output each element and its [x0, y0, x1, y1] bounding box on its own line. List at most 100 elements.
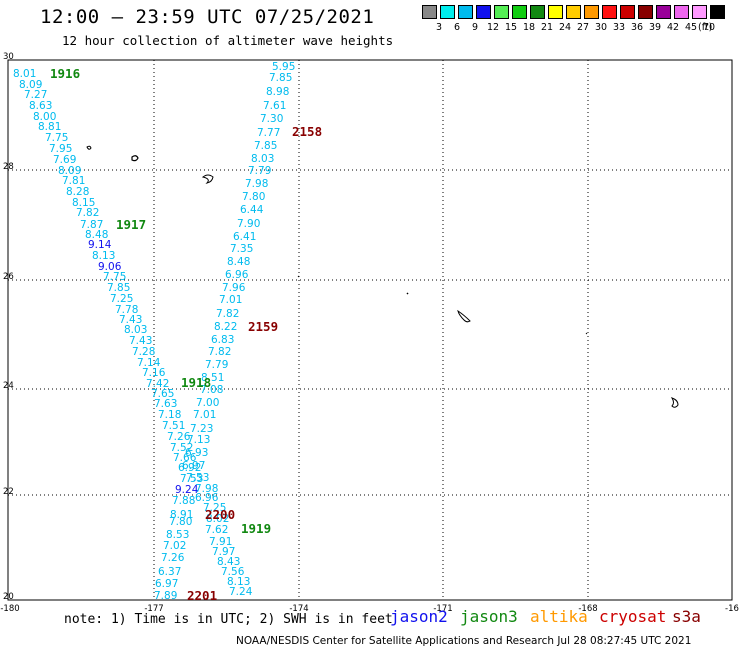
wave-height-value: 6.93 — [185, 447, 208, 459]
colorbar-label: 3 — [436, 22, 443, 33]
wave-height-value: 7.26 — [167, 431, 191, 443]
colorbar-label: 42 — [667, 22, 680, 33]
wave-height-value: 7.28 — [132, 346, 155, 358]
wave-height-value: 7.25 — [203, 502, 226, 514]
wave-height-value: 7.51 — [162, 420, 185, 432]
wave-height-value: 8.01 — [13, 68, 36, 80]
satellite-legend-item: s3a — [672, 607, 701, 626]
wave-height-value: 7.01 — [193, 409, 216, 421]
y-tick-label: 30 — [3, 52, 14, 62]
y-tick-label: 24 — [3, 381, 14, 391]
colorbar-swatch — [602, 5, 617, 19]
wave-height-value: 8.91 — [170, 509, 193, 521]
wave-height-value: 8.98 — [266, 86, 289, 98]
pass-time-label: 2201 — [187, 588, 217, 603]
time-labels: 1916 1917 1918 1919 2158 2159 2200 2201 — [50, 66, 322, 603]
colorbar-swatch — [476, 5, 491, 19]
wave-height-value: 7.43 — [129, 335, 152, 347]
wave-height-value: 7.82 — [76, 207, 99, 219]
map-grid — [7, 59, 733, 601]
island-outline — [131, 155, 139, 162]
wave-height-value: 7.13 — [187, 434, 210, 446]
wave-height-value: 7.27 — [24, 89, 47, 101]
wave-height-value: 8.22 — [214, 321, 237, 333]
colorbar-label: 45 — [685, 22, 698, 33]
wave-height-value: 7.30 — [260, 113, 283, 125]
wave-height-value: 8.81 — [38, 121, 61, 133]
colorbar-label: 6 — [454, 22, 461, 33]
colorbar-swatch — [494, 5, 509, 19]
page-subtitle: 12 hour collection of altimeter wave hei… — [62, 33, 394, 48]
island-outline — [86, 145, 92, 150]
wave-height-value: 7.80 — [242, 191, 265, 203]
wave-height-value: 7.26 — [161, 552, 185, 564]
wave-height-value: 7.53 — [180, 473, 203, 485]
colorbar-swatch — [422, 5, 437, 19]
y-axis-labels: 30 28 26 24 22 20 — [3, 52, 14, 602]
pass-time-label: 1917 — [116, 217, 146, 232]
wave-height-value: 8.02 — [206, 513, 229, 525]
wave-height-value: 8.51 — [201, 372, 224, 384]
wave-height-value: 7.82 — [208, 346, 231, 358]
wave-height-value: 7.35 — [230, 243, 253, 255]
colorbar-label: 9 — [472, 22, 479, 33]
wave-height-value: 7.24 — [229, 586, 253, 598]
y-tick-label: 22 — [3, 487, 14, 497]
wave-height-value: 8.13 — [227, 576, 250, 588]
satellite-legend-item: altika — [530, 607, 588, 626]
x-tick-label: -177 — [144, 604, 163, 614]
island-outline — [670, 397, 679, 408]
page-title: 12:00 — 23:59 UTC 07/25/2021 — [40, 6, 375, 28]
wave-height-value: 7.78 — [115, 304, 138, 316]
colorbar-swatch — [584, 5, 599, 19]
wave-height-value: 7.69 — [53, 154, 76, 166]
colorbar-label: 21 — [541, 22, 554, 33]
colorbar-swatch — [548, 5, 563, 19]
island-outline — [585, 332, 588, 335]
colorbar-swatch — [530, 5, 545, 19]
island-outline — [201, 174, 214, 184]
x-tick-label: -180 — [0, 604, 19, 614]
wave-height-value: 7.14 — [137, 357, 161, 369]
wave-height-value: 6.96 — [225, 269, 249, 281]
wave-height-value: 7.63 — [154, 398, 177, 410]
wave-height-value: 8.13 — [92, 250, 115, 262]
y-tick-label: 20 — [3, 592, 14, 602]
wave-height-value: 7.23 — [190, 423, 213, 435]
wave-height-value: 7.96 — [222, 282, 246, 294]
colorbar-swatch — [638, 5, 653, 19]
wave-height-value: 7.98 — [245, 178, 268, 190]
colorbar-swatch — [440, 5, 455, 19]
wave-height-value: 7.53 — [186, 472, 209, 484]
wave-height-value: 7.97 — [212, 546, 235, 558]
island-outline — [457, 309, 471, 323]
wave-height-value: 7.77 — [257, 127, 280, 139]
colorbar-label: 18 — [523, 22, 536, 33]
wave-height-value: 7.89 — [154, 590, 177, 602]
pass-time-label: 2158 — [292, 124, 322, 139]
wave-height-value: 7.62 — [205, 524, 228, 536]
colorbar-label: 12 — [487, 22, 500, 33]
wave-height-value: 8.03 — [124, 324, 147, 336]
wave-height-value: 7.02 — [163, 540, 186, 552]
island-outline — [406, 292, 409, 295]
wave-height-value: 8.48 — [85, 229, 108, 241]
colorbar-label: 27 — [577, 22, 590, 33]
pass-time-label: 1918 — [181, 375, 211, 390]
wave-height-value: 8.63 — [29, 100, 52, 112]
wave-height-value: 6.97 — [155, 578, 178, 590]
wave-height-value: 7.61 — [263, 100, 286, 112]
wave-height-value: 7.98 — [195, 483, 218, 495]
colorbar-label: 36 — [631, 22, 644, 33]
wave-height-value: 9.14 — [88, 239, 112, 251]
wave-height-value: 7.95 — [49, 143, 72, 155]
y-tick-label: 26 — [3, 272, 14, 282]
pass-time-label: 1919 — [241, 521, 271, 536]
wave-height-value: 7.80 — [169, 516, 192, 528]
wave-height-value: 9.24 — [175, 484, 199, 496]
x-tick-label: -168 — [578, 604, 597, 614]
wave-height-value: 7.75 — [103, 271, 126, 283]
credit-line: NOAA/NESDIS Center for Satellite Applica… — [236, 635, 692, 647]
colorbar-swatch — [512, 5, 527, 19]
